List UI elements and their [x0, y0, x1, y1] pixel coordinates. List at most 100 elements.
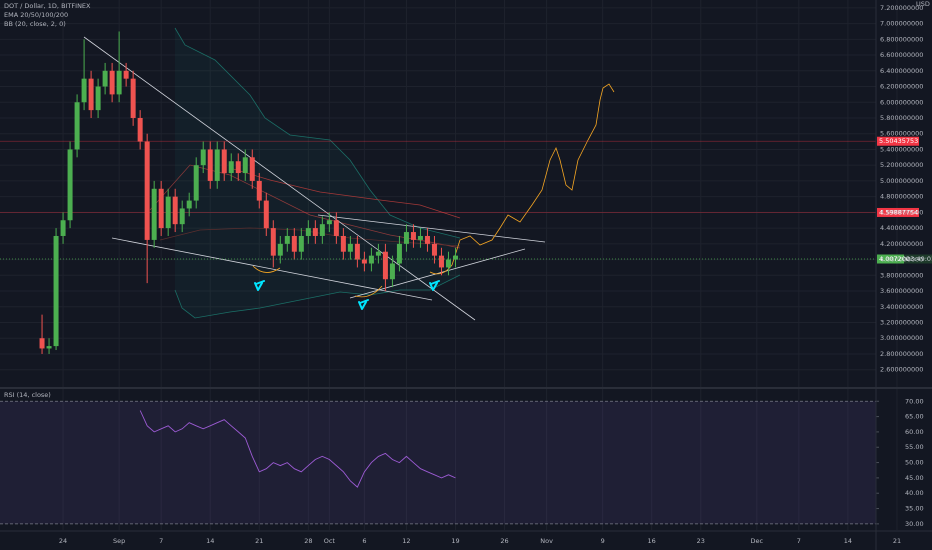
y-tick-label: 3.600000000 — [880, 287, 923, 295]
arrow-marker — [358, 299, 369, 310]
arrow-marker — [429, 280, 440, 291]
candle-body — [403, 232, 409, 244]
ema-line — [229, 167, 461, 219]
candle-body — [242, 157, 248, 174]
x-tick-label: 21 — [255, 537, 263, 545]
candle-body — [347, 243, 353, 252]
x-tick-label: Sep — [113, 537, 125, 545]
candle-body — [361, 259, 367, 264]
grid — [0, 0, 898, 530]
candle-body — [291, 235, 297, 252]
candle-body — [158, 188, 164, 229]
y-tick-label: 2.800000000 — [880, 350, 923, 358]
labels: DOT / Dollar, 1D, BITFINEX EMA 20/50/100… — [4, 0, 932, 545]
candle-body — [200, 149, 206, 166]
candle-body — [305, 228, 311, 236]
rsi-title: RSI (14, close) — [4, 391, 51, 399]
candle-body — [284, 235, 290, 244]
rsi-band — [0, 401, 876, 524]
x-tick-label: 9 — [601, 537, 605, 545]
candle-body — [354, 243, 360, 260]
y-tick-label: 70.00 — [905, 397, 924, 405]
candle-body — [165, 196, 171, 229]
candle-body — [53, 235, 59, 347]
ema-line — [159, 227, 461, 247]
x-tick-label: 24 — [59, 537, 67, 545]
candle-body — [109, 70, 115, 95]
marks — [0, 31, 932, 488]
candle-body — [207, 149, 213, 181]
candle-body — [417, 235, 423, 240]
candle-body — [60, 220, 66, 236]
candle-body — [88, 78, 94, 111]
projection — [354, 285, 383, 298]
x-tick-label: Nov — [540, 537, 553, 545]
y-tick-label: 5.200000000 — [880, 161, 923, 169]
y-tick-label: 5.400000000 — [880, 145, 923, 153]
price-tag — [877, 136, 919, 146]
candle-body — [46, 346, 52, 349]
candle-body — [424, 235, 430, 244]
trend-line — [83, 36, 476, 321]
drawings — [83, 27, 615, 321]
y-tick-label: 55.00 — [905, 443, 924, 451]
y-tick-label: 5.600000000 — [880, 130, 923, 138]
y-tick-label: 45.00 — [905, 474, 924, 482]
indicator-label: EMA 20/50/100/200 — [4, 11, 68, 19]
arrow-marker — [254, 280, 265, 291]
y-tick-label: 4.800000000 — [880, 193, 923, 201]
bollinger-fill — [175, 28, 460, 318]
y-tick-label: 3.200000000 — [880, 319, 923, 327]
candle-body — [186, 200, 192, 209]
candle-body — [39, 338, 45, 349]
candle-body — [151, 188, 157, 240]
y-tick-label: 3.400000000 — [880, 303, 923, 311]
bollinger-lower — [174, 274, 461, 319]
last-price-label: 4.007200 — [879, 255, 910, 263]
x-tick-label: 7 — [797, 537, 801, 545]
y-tick-label: 5.000000000 — [880, 177, 923, 185]
y-tick-label: 40.00 — [905, 489, 924, 497]
x-tick-label: 19 — [451, 537, 459, 545]
candle-body — [298, 235, 304, 252]
candle-body — [193, 165, 199, 201]
candle-body — [235, 161, 241, 174]
candle-body — [410, 232, 416, 240]
indicator-label: BB (20, close, 2, 0) — [4, 20, 66, 28]
x-tick-label: 28 — [304, 537, 312, 545]
x-tick-label: 21 — [893, 537, 901, 545]
y-tick-label: 5.800000000 — [880, 114, 923, 122]
projection — [252, 265, 281, 273]
y-tick-label: 4.200000000 — [880, 240, 923, 248]
candle-body — [368, 255, 374, 264]
y-tick-label: 6.200000000 — [880, 83, 923, 91]
y-tick-label: 60.00 — [905, 428, 924, 436]
candle-body — [179, 208, 185, 225]
candle-body — [445, 259, 451, 268]
candle-body — [319, 224, 325, 236]
last-price-tag — [877, 254, 904, 264]
countdown-tag — [904, 254, 932, 264]
bollinger-upper — [174, 27, 461, 239]
candle-body — [270, 228, 276, 256]
x-tick-label: 7 — [159, 537, 163, 545]
countdown: 23:49:01 — [906, 255, 932, 263]
chart-title: DOT / Dollar, 1D, BITFINEX — [4, 2, 91, 10]
y-tick-label: 7.000000000 — [880, 20, 923, 28]
y-tick-label: 6.800000000 — [880, 35, 923, 43]
y-tick-label: 3.800000000 — [880, 271, 923, 279]
x-tick-label: 16 — [648, 537, 656, 545]
y-tick-label: 50.00 — [905, 459, 924, 467]
y-tick-label: 30.00 — [905, 520, 924, 528]
y-tick-label: 2.600000000 — [880, 366, 923, 374]
candle-body — [144, 141, 150, 240]
candle-body — [228, 161, 234, 174]
candle-body — [67, 149, 73, 221]
y-tick-label: 3.000000000 — [880, 334, 923, 342]
candle-body — [340, 235, 346, 252]
candle-body — [249, 157, 255, 181]
y-tick-label: 6.000000000 — [880, 98, 923, 106]
candle-body — [116, 70, 122, 95]
candle-body — [326, 220, 332, 225]
